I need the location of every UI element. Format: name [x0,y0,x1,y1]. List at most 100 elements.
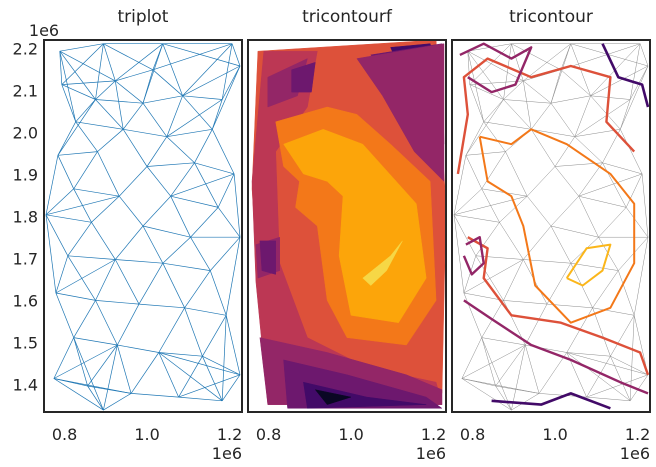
mesh-edge [73,300,96,338]
mesh-edge [138,263,164,305]
mesh-edge [503,99,532,130]
mesh-edge [142,102,168,137]
mesh-edge [115,259,163,264]
mesh-edge [211,99,223,130]
mesh-edge [463,255,477,294]
mesh-edge [465,155,482,189]
mesh-edge [45,188,74,216]
mesh-edge [554,166,579,197]
mesh-edge [469,43,512,85]
mesh-edge [570,43,649,67]
mesh-edge [118,166,148,197]
mesh-edge [73,337,88,387]
mesh-edge [97,129,124,152]
mesh-edge [505,151,528,197]
mesh-edge [182,95,213,130]
mesh-edge [53,344,118,379]
triplot-x-offset-label: 1e6 [212,444,242,463]
mesh-edge [55,292,75,338]
y-tick-label: 2.1 [13,81,38,100]
mesh-edge [525,344,540,394]
mesh-edge [184,307,227,316]
mesh-edge [103,43,154,71]
mesh-edge [481,337,526,346]
mesh-edge [481,337,496,387]
mesh-edge [461,337,482,379]
mesh-edge [592,307,635,316]
mesh-edge [146,166,171,197]
mesh-edge [503,300,548,305]
mesh-edge [166,128,213,138]
x-tick-label: 0.8 [52,425,77,444]
mesh-edge [73,188,120,197]
mesh-edge [225,237,241,316]
mesh-edge [530,129,556,167]
mesh-edge [45,195,120,216]
mesh-edge [202,356,223,401]
mesh-edge [620,99,631,130]
mesh-edge [142,69,154,104]
mesh-edge [625,173,643,208]
mesh-edge [210,236,241,271]
mesh-edge [91,195,120,223]
mesh-edge [221,374,241,401]
mesh-edge [453,195,528,216]
mesh-edge [211,129,235,175]
mesh-edge [146,162,195,167]
mesh-edge [525,303,548,346]
mesh-edge [158,352,203,357]
mesh-edge [554,136,576,167]
y-tick-label: 2.0 [13,124,38,143]
mesh-edge [166,95,183,137]
triplot-title: triplot [118,7,169,27]
mesh-edge [586,396,631,402]
mesh-edge [130,352,160,394]
mesh-edge [95,43,104,100]
mesh-edge [103,43,116,82]
mesh-edge [97,151,120,197]
mesh-edge [523,43,571,82]
mesh-edge [566,352,611,357]
mesh-edge [618,270,635,316]
mesh-edge [463,259,524,294]
mesh-edge [610,315,635,357]
y-tick-label: 1.9 [13,166,38,185]
mesh-edge [483,99,504,122]
mesh-edge [158,352,223,402]
mesh-edge [560,43,641,71]
mesh-edge [475,255,504,301]
mesh-edge [602,162,627,208]
mesh-edge [483,121,532,130]
x-tick-label: 0.8 [460,425,485,444]
mesh-edge [95,300,140,305]
mesh-edge [115,225,144,260]
mesh-edge [481,151,506,189]
mesh-edge [75,121,98,152]
mesh-edge [629,374,649,401]
contour-line [601,43,650,108]
mesh-edge [146,136,168,167]
mesh-edge [495,385,512,411]
mesh-edge [503,259,524,301]
mesh-edge [633,237,649,316]
triplot-mesh [45,43,241,411]
mesh-edge [586,374,649,398]
mesh-edge [59,43,104,52]
mesh-edge [217,207,241,238]
mesh-edge [495,385,540,394]
mesh-edge [620,129,643,175]
mesh-edge [578,173,643,197]
mesh-edge [511,43,562,71]
mesh-edge [469,84,484,122]
mesh-edge [499,222,524,260]
mesh-edge [115,43,164,82]
mesh-edge [45,155,59,215]
mesh-edge [122,102,144,130]
mesh-edge [620,65,649,130]
y-tick-label: 1.8 [13,208,38,227]
mesh-edge [475,222,500,256]
mesh-edge [574,99,631,137]
mesh-edge [453,188,482,215]
mesh-edge [194,129,213,163]
